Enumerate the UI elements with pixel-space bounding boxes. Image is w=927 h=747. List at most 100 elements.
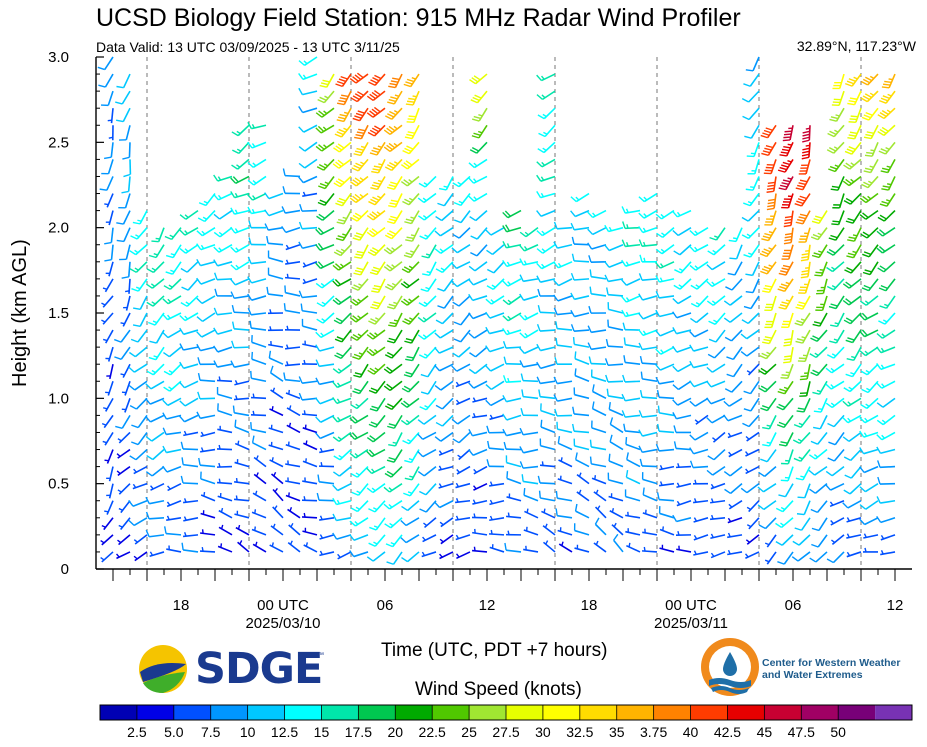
barb-feather <box>827 422 835 428</box>
barb-staff <box>591 275 607 280</box>
barb-half-feather <box>116 470 121 475</box>
barb-feather <box>811 543 819 548</box>
colorbar-swatch <box>321 705 359 720</box>
wind-barb <box>288 522 301 536</box>
wind-barb <box>298 392 318 401</box>
barb-feather <box>780 151 789 154</box>
barb-feather <box>799 213 808 217</box>
wind-barb <box>179 327 199 336</box>
wind-barb <box>728 448 743 458</box>
wind-barb <box>336 210 352 225</box>
barb-staff <box>848 431 862 442</box>
barb-staff <box>787 312 794 328</box>
barb-feather <box>589 286 592 294</box>
barb-staff <box>405 517 420 527</box>
wind-barb <box>876 431 896 441</box>
barb-feather <box>281 226 287 233</box>
barb-feather <box>638 312 644 320</box>
barb-feather <box>825 484 831 491</box>
barb-staff <box>830 482 845 491</box>
barb-staff <box>832 261 845 273</box>
barb-feather <box>609 434 613 443</box>
barb-feather <box>405 81 413 85</box>
barb-half-feather <box>642 227 647 232</box>
wind-barb <box>129 346 148 358</box>
barb-half-feather <box>880 549 884 555</box>
barb-feather <box>403 298 410 304</box>
barb-feather <box>352 76 359 82</box>
wind-barb <box>723 397 743 407</box>
barb-staff <box>768 329 777 344</box>
barb-feather <box>843 489 851 495</box>
barb-feather <box>351 432 358 439</box>
barb-half-feather <box>819 269 824 271</box>
barb-staff <box>849 380 862 393</box>
barb-staff <box>235 261 250 271</box>
barb-staff <box>320 261 335 270</box>
wind-barb <box>384 278 403 291</box>
barb-feather <box>128 519 135 526</box>
barb-staff <box>609 441 624 451</box>
barb-feather <box>130 338 139 343</box>
barb-half-feather <box>489 499 493 504</box>
barb-staff <box>107 381 114 396</box>
wind-barbs <box>97 56 896 565</box>
barb-feather <box>708 320 716 325</box>
barb-half-feather <box>410 234 416 237</box>
wind-barb <box>536 158 556 168</box>
barb-half-feather <box>523 260 527 265</box>
barb-half-feather <box>374 348 379 353</box>
barb-half-feather <box>835 114 840 117</box>
barb-feather <box>163 351 170 358</box>
wind-barb <box>145 278 165 289</box>
barb-feather <box>97 66 105 71</box>
wind-barb <box>742 107 760 121</box>
barb-half-feather <box>800 475 805 478</box>
wind-barb <box>403 483 420 497</box>
barb-staff <box>117 448 131 459</box>
barb-feather <box>435 404 443 410</box>
wind-barb <box>520 373 539 383</box>
wind-barb <box>576 472 590 485</box>
barb-staff <box>749 193 760 207</box>
wind-barb <box>814 261 828 277</box>
barb-staff <box>506 414 522 421</box>
barb-staff <box>302 309 318 314</box>
barb-feather <box>784 130 792 133</box>
wind-barb <box>655 443 675 452</box>
wind-barb <box>640 371 658 383</box>
barb-feather <box>453 321 462 326</box>
barb-feather <box>802 150 810 154</box>
barb-staff <box>490 397 505 407</box>
barb-half-feather <box>785 281 790 285</box>
wind-barb <box>706 465 726 476</box>
barb-feather <box>356 147 364 151</box>
barb-feather <box>390 96 398 100</box>
barb-half-feather <box>864 547 867 553</box>
wind-barb <box>234 478 250 485</box>
barb-staff <box>388 500 403 510</box>
barb-staff <box>540 395 556 400</box>
barb-half-feather <box>545 540 549 545</box>
barb-half-feather <box>864 417 869 422</box>
wind-barb <box>333 244 352 257</box>
wind-barb <box>502 278 522 287</box>
wind-barb <box>859 209 879 220</box>
wind-barb <box>402 192 420 206</box>
wind-barb <box>844 261 862 274</box>
barb-feather <box>674 269 682 274</box>
barb-staff <box>625 343 641 348</box>
wind-barb <box>298 221 318 230</box>
barb-half-feather <box>746 506 752 511</box>
wind-barb <box>881 73 896 89</box>
barb-staff <box>302 460 318 468</box>
barb-half-feather <box>541 94 546 99</box>
wind-barb <box>745 261 760 277</box>
barb-feather <box>352 237 360 241</box>
barb-feather <box>315 344 321 352</box>
barb-feather <box>673 284 681 290</box>
barb-staff <box>835 107 845 122</box>
barb-staff <box>139 295 148 310</box>
barb-feather <box>353 153 361 157</box>
wind-barb <box>792 534 811 546</box>
